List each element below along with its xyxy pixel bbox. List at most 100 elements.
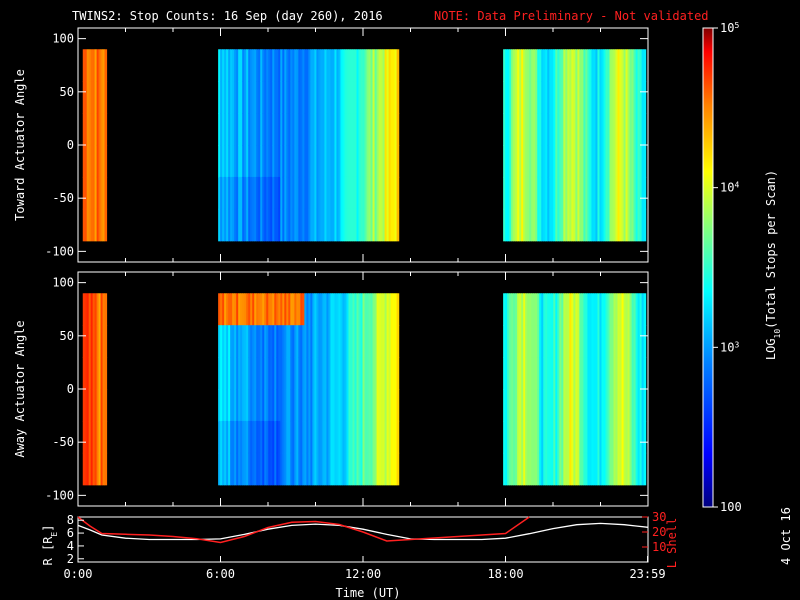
heatmap-cell <box>635 113 639 146</box>
heatmap-cell <box>619 208 623 242</box>
heatmap-cell <box>593 357 597 390</box>
heatmap-cell <box>394 357 398 390</box>
heatmap-cell <box>627 145 631 178</box>
heatmap-cell <box>352 452 356 486</box>
heatmap-cell <box>376 49 380 82</box>
heatmap-cell <box>336 113 340 146</box>
heatmap-cell <box>382 325 386 358</box>
heatmap-cell <box>308 176 311 210</box>
heatmap-cell <box>545 208 548 242</box>
heatmap-cell <box>230 325 233 358</box>
chart-title: TWINS2: Stop Counts: 16 Sep (day 260), 2… <box>72 9 383 23</box>
heatmap-cell <box>599 389 603 422</box>
heatmap-cell <box>352 113 356 146</box>
heatmap-cell <box>623 49 627 82</box>
heatmap-cell <box>284 208 287 242</box>
heatmap-cell <box>230 389 233 422</box>
heatmap-cell <box>246 452 249 486</box>
heatmap-cell <box>627 208 631 242</box>
heatmap-cell <box>396 452 400 486</box>
heatmap-cell <box>537 389 540 422</box>
heatmap-cell <box>254 420 257 454</box>
heatmap-cell <box>521 357 524 390</box>
heatmap-cell <box>557 81 560 114</box>
heatmap-cell <box>607 452 611 486</box>
heatmap-cell <box>537 420 540 454</box>
heatmap-cell <box>328 145 332 178</box>
heatmap-cell <box>623 452 627 486</box>
heatmap-cell <box>559 145 562 178</box>
heatmap-cell <box>555 420 558 454</box>
heatmap-cell <box>388 389 392 422</box>
heatmap-cell <box>609 145 613 178</box>
heatmap-cell <box>324 145 328 178</box>
heatmap-cell <box>282 420 285 454</box>
heatmap-cell <box>282 145 285 178</box>
heatmap-cell <box>238 145 241 178</box>
heatmap-cell <box>266 81 269 114</box>
heatmap-cell <box>531 389 534 422</box>
heatmap-cell <box>573 452 576 486</box>
heatmap-cell <box>583 357 587 390</box>
heatmap-cell <box>581 452 585 486</box>
heatmap-cell <box>226 176 229 210</box>
heatmap-cell <box>585 176 589 210</box>
heatmap-cell <box>278 81 281 114</box>
heatmap-cell <box>525 113 528 146</box>
heatmap-cell <box>597 176 601 210</box>
heatmap-cell <box>631 389 635 422</box>
heatmap-cell <box>328 49 332 82</box>
heatmap-cell <box>509 325 512 358</box>
heatmap-cell <box>236 325 239 358</box>
heatmap-cell <box>356 49 360 82</box>
heatmap-cell <box>262 325 265 358</box>
heatmap-cell <box>569 293 572 326</box>
heatmap-cell <box>220 325 223 358</box>
heatmap-cell <box>236 49 239 82</box>
heatmap-cell <box>314 325 317 358</box>
heatmap-cell <box>515 208 518 242</box>
heatmap-cell <box>300 208 303 242</box>
heatmap-cell <box>258 208 261 242</box>
heatmap-cell <box>643 357 647 390</box>
heatmap-cell <box>370 208 374 242</box>
heatmap-cell <box>513 357 516 390</box>
heatmap-cell <box>90 145 94 178</box>
heatmap-cell <box>615 113 619 146</box>
heatmap-cell <box>565 113 568 146</box>
heatmap-cell <box>551 176 554 210</box>
heatmap-cell <box>503 49 506 82</box>
heatmap-cell <box>559 293 562 326</box>
heatmap-cell <box>579 357 582 390</box>
heatmap-cell <box>234 113 237 146</box>
heatmap-cell <box>340 293 344 326</box>
heatmap-cell <box>256 452 259 486</box>
heatmap-cell <box>220 145 223 178</box>
heatmap-cell <box>258 389 261 422</box>
heatmap-cell <box>348 389 352 422</box>
heatmap-cell <box>326 389 330 422</box>
heatmap-cell <box>278 389 281 422</box>
heatmap-cell <box>104 81 108 114</box>
heatmap-cell <box>597 81 601 114</box>
heatmap-cell <box>555 49 558 82</box>
toward-ylabel: Toward Actuator Angle <box>13 69 27 221</box>
heatmap-cell <box>581 293 585 326</box>
heatmap-cell <box>567 176 570 210</box>
heatmap-cell <box>278 420 281 454</box>
heatmap-cell <box>609 208 613 242</box>
heatmap-cell <box>619 176 623 210</box>
r-tick-label: 8 <box>67 513 74 527</box>
heatmap-cell <box>394 113 398 146</box>
heatmap-cell <box>629 452 633 486</box>
heatmap-cell <box>298 81 301 114</box>
heatmap-cell <box>603 145 607 178</box>
heatmap-cell <box>629 49 633 82</box>
heatmap-cell <box>589 420 593 454</box>
heatmap-cell <box>619 420 623 454</box>
heatmap-cell <box>298 145 301 178</box>
heatmap-cell <box>268 145 271 178</box>
heatmap-cell <box>505 452 508 486</box>
heatmap-cell <box>392 420 396 454</box>
heatmap-cell <box>236 389 239 422</box>
